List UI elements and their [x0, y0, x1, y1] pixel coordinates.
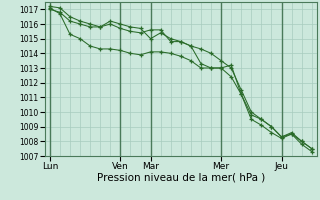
X-axis label: Pression niveau de la mer( hPa ): Pression niveau de la mer( hPa ) — [97, 173, 265, 183]
